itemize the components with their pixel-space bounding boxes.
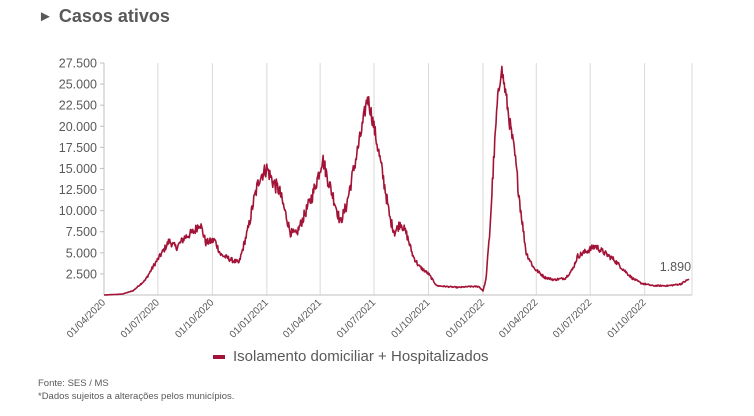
grid-lines (103, 63, 693, 295)
y-tick-label: 15.000 (59, 162, 97, 176)
x-tick-label: 01/07/2020 (119, 297, 162, 340)
y-tick-label: 22.500 (59, 99, 97, 113)
legend-swatch (213, 354, 225, 359)
series-lines (103, 65, 690, 296)
y-axis: 27.500 25.000 22.500 20.000 17.500 15.000 12.5… (59, 57, 692, 296)
source-text: Fonte: SES / MS (38, 378, 109, 389)
source-note: Fonte: SES / MS *Dados sujeitos a altera… (38, 378, 234, 403)
chart-title-text: Casos ativos (58, 6, 170, 26)
x-tick-label: 01/04/2020 (65, 297, 108, 340)
legend: Isolamento domiciliar + Hospitalizados (213, 348, 489, 365)
chart-title: ► Casos ativos (38, 6, 170, 27)
end-value-label: 1.890 (660, 260, 691, 274)
y-tick-label: 7.500 (66, 225, 97, 239)
y-tick-label: 25.000 (59, 78, 97, 92)
y-tick-label: 2.500 (66, 267, 97, 281)
y-tick-label: 5.000 (66, 246, 97, 260)
x-axis: 01/04/2020 01/07/2020 01/10/2020 01/01/2021… (65, 297, 649, 340)
x-tick-label: 01/01/2022 (444, 297, 487, 340)
disclaimer-text: *Dados sujeitos a alterações pelos munic… (38, 390, 235, 402)
x-tick-label: 01/04/2021 (281, 297, 324, 340)
line-chart: 27.500 25.000 22.500 20.000 17.500 15.000 12.5… (59, 57, 693, 341)
end-labels: 1.890 (660, 260, 691, 274)
x-tick-label: 01/01/2021 (228, 297, 271, 340)
y-tick-label: 17.500 (59, 141, 97, 155)
x-tick-label: 01/07/2022 (551, 297, 594, 340)
y-tick-label: 12.500 (59, 183, 97, 197)
y-tick-label: 20.000 (59, 120, 97, 134)
series-line (103, 65, 690, 296)
x-tick-label: 01/04/2022 (497, 297, 540, 340)
x-tick-label: 01/10/2021 (389, 297, 432, 340)
y-tick-label: 10.000 (59, 204, 97, 218)
y-tick-label: 27.500 (59, 57, 97, 71)
x-tick-label: 01/10/2022 (606, 297, 649, 340)
x-tick-label: 01/07/2021 (335, 297, 378, 340)
x-tick-label: 01/10/2020 (173, 297, 216, 340)
triangle-marker-icon: ► (38, 8, 53, 25)
legend-label: Isolamento domiciliar + Hospitalizados (233, 348, 489, 365)
